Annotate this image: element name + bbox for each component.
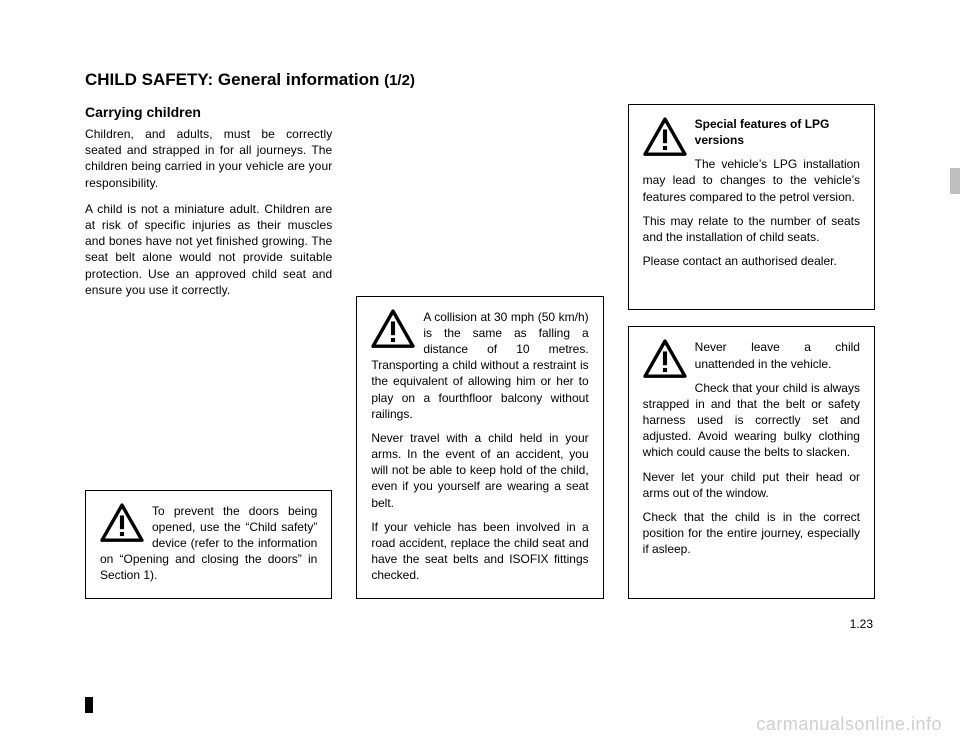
- page-title-row: CHILD SAFETY: General information (1/2): [85, 70, 875, 90]
- footer-mark: [85, 697, 93, 713]
- warning-icon: [100, 503, 144, 543]
- col1-spacer: [85, 308, 332, 490]
- unattended-box-p4: Check that the child is in the correct p…: [643, 509, 860, 558]
- subhead-carrying-children: Carrying children: [85, 104, 332, 120]
- lpg-box-p3: Please contact an authorised dealer.: [643, 253, 860, 269]
- column-3: Special features of LPG versions The veh…: [628, 104, 875, 599]
- col2-box-p3: If your vehicle has been involved in a r…: [371, 519, 588, 584]
- warning-box-collision: A collision at 30 mph (50 km/h) is the s…: [356, 296, 603, 599]
- column-2: A collision at 30 mph (50 km/h) is the s…: [356, 104, 603, 599]
- col2-box-p2: Never travel with a child held in your a…: [371, 430, 588, 511]
- unattended-box-p3: Never let your child put their head or a…: [643, 469, 860, 501]
- page-title-part: (1/2): [384, 72, 415, 89]
- col2-spacer: [356, 104, 603, 296]
- columns: Carrying children Children, and adults, …: [85, 104, 875, 599]
- page-title: CHILD SAFETY: General information: [85, 70, 384, 89]
- warning-box-lpg: Special features of LPG versions The veh…: [628, 104, 875, 310]
- watermark: carmanualsonline.info: [756, 714, 942, 735]
- warning-icon: [643, 117, 687, 157]
- warning-box-child-safety-doors: To prevent the doors being opened, use t…: [85, 490, 332, 599]
- col1-para-1: Children, and adults, must be correctly …: [85, 126, 332, 191]
- page-number: 1.23: [85, 617, 875, 631]
- column-1: Carrying children Children, and adults, …: [85, 104, 332, 599]
- page-content: CHILD SAFETY: General information (1/2) …: [0, 0, 960, 671]
- lpg-box-p1: The vehicle’s LPG installation may lead …: [643, 156, 860, 205]
- warning-icon: [643, 339, 687, 379]
- warning-icon: [371, 309, 415, 349]
- lpg-box-p2: This may relate to the number of seats a…: [643, 213, 860, 245]
- warning-box-unattended: Never leave a child unattended in the ve…: [628, 326, 875, 598]
- col1-para-2: A child is not a miniature adult. Childr…: [85, 201, 332, 298]
- unattended-box-p2: Check that your child is always strapped…: [643, 380, 860, 461]
